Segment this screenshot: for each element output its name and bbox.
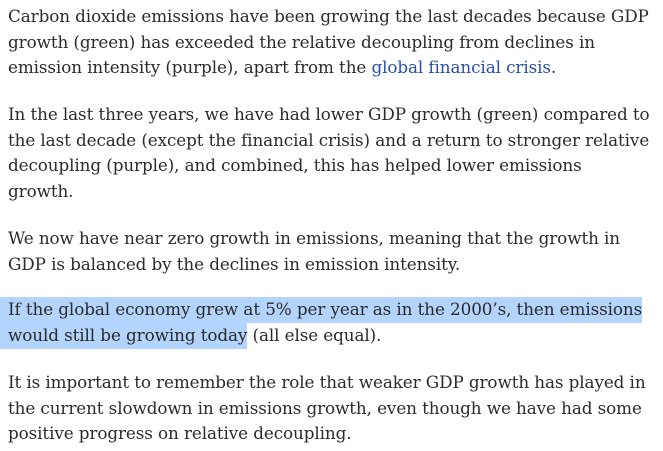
text-line: emission intensity (purple), apart from …	[8, 55, 649, 81]
paragraph-near-zero-growth: We now have near zero growth in emission…	[8, 226, 620, 277]
paragraph-weaker-gdp-growth: It is important to remember the role tha…	[8, 370, 646, 447]
text-line: In the last three years, we have had low…	[8, 104, 650, 124]
paragraph-emissions-growth: Carbon dioxide emissions have been growi…	[8, 4, 649, 81]
text-line: decoupling (purple), and combined, this …	[8, 155, 582, 176]
text-line: positive progress on relative decoupling…	[8, 423, 352, 444]
text-segment: emission intensity (purple), apart from …	[8, 57, 372, 78]
text-line: It is important to remember the role tha…	[8, 372, 646, 392]
global-financial-crisis-link[interactable]: global financial crisis	[371, 57, 551, 78]
paragraph-last-three-years: In the last three years, we have had low…	[8, 102, 650, 204]
text-line: Carbon dioxide emissions have been growi…	[8, 6, 649, 26]
selected-text[interactable]: If the global economy grew at 5% per yea…	[0, 297, 642, 323]
text-line: would still be growing today (all else e…	[0, 322, 642, 349]
text-segment: (all else equal).	[247, 324, 382, 345]
text-segment: .	[550, 57, 557, 78]
text-line: the current slowdown in emissions growth…	[8, 397, 642, 418]
paragraph-highlighted-selection[interactable]: If the global economy grew at 5% per yea…	[0, 297, 642, 349]
text-line: If the global economy grew at 5% per yea…	[0, 297, 642, 323]
text-line: We now have near zero growth in emission…	[8, 228, 621, 248]
selected-text[interactable]: would still be growing today	[0, 322, 247, 349]
text-line: growth.	[8, 180, 74, 201]
text-line: the last decade (except the financial cr…	[8, 129, 650, 150]
text-line: GDP is balanced by the declines in emiss…	[8, 253, 461, 274]
text-line: growth (green) has exceeded the relative…	[8, 31, 595, 52]
